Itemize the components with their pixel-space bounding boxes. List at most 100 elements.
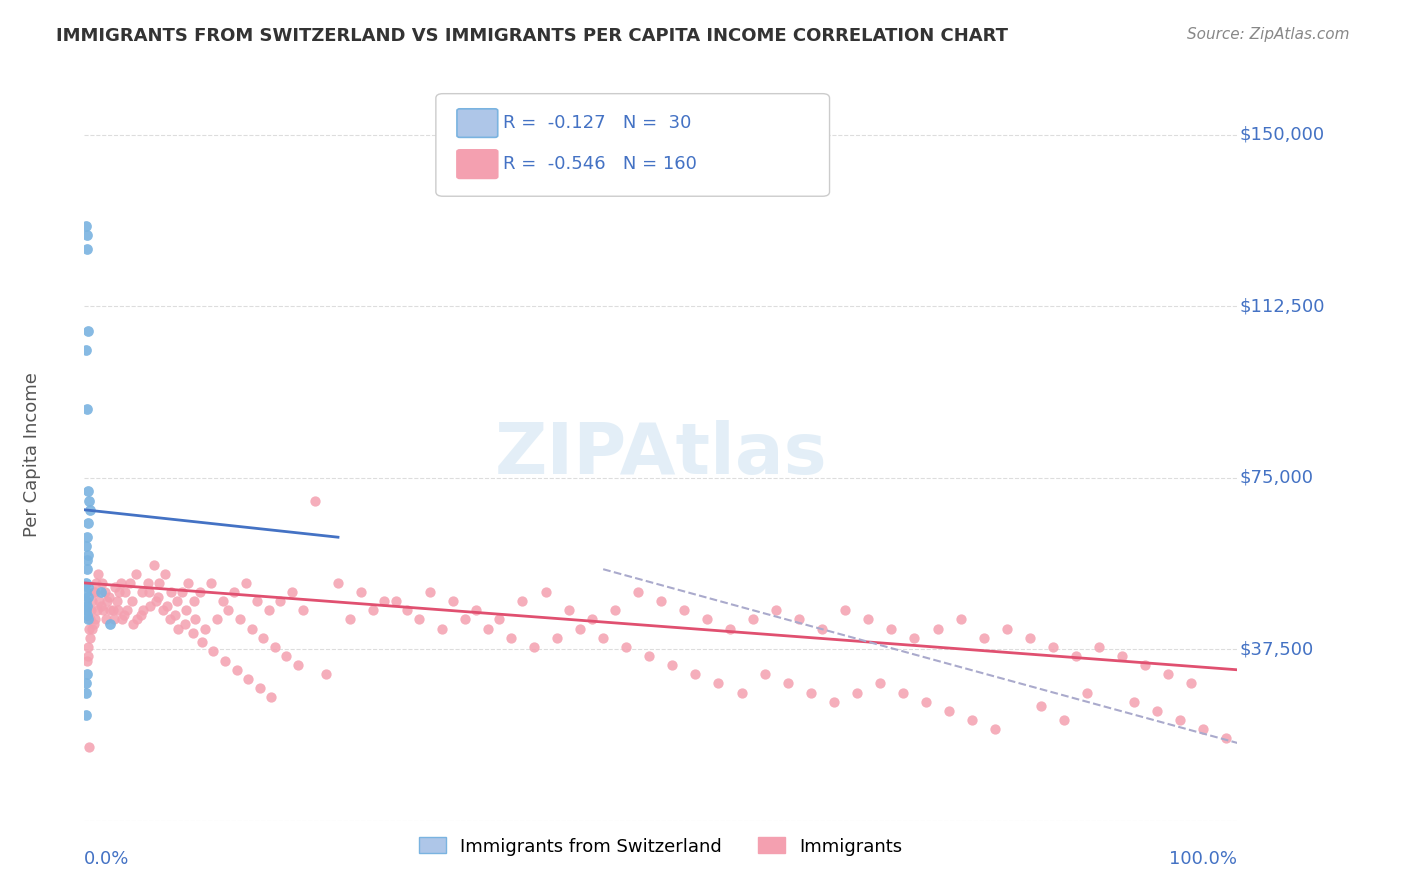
Point (142, 558, 165, 572)
Point (235, 576, 257, 591)
Point (76, 612, 98, 626)
Point (174, 603, 197, 617)
Point (557, 603, 579, 617)
Point (252, 631, 274, 645)
Point (75, 708, 97, 723)
Point (108, 585, 131, 599)
Point (1180, 676, 1202, 690)
Point (1122, 695, 1144, 709)
Point (205, 612, 228, 626)
Point (75, 603, 97, 617)
Point (441, 594, 464, 608)
Point (229, 612, 252, 626)
Point (949, 612, 972, 626)
Point (76, 484, 98, 499)
Point (696, 612, 718, 626)
Point (160, 585, 183, 599)
Point (581, 612, 603, 626)
Point (77, 740, 100, 755)
Point (995, 622, 1018, 636)
Point (177, 576, 200, 591)
Point (79, 631, 101, 645)
Point (263, 640, 285, 654)
Point (1133, 658, 1156, 673)
Point (98, 603, 121, 617)
Point (903, 631, 925, 645)
Point (384, 594, 406, 608)
Point (75, 539, 97, 553)
Point (800, 685, 823, 699)
Point (191, 635, 214, 649)
Point (75, 676, 97, 690)
Point (214, 654, 236, 668)
Point (811, 622, 834, 636)
Point (183, 594, 205, 608)
Point (627, 585, 650, 599)
Point (105, 594, 128, 608)
Point (546, 631, 568, 645)
Point (869, 676, 891, 690)
Point (202, 644, 225, 658)
Point (512, 594, 534, 608)
Point (1053, 713, 1076, 727)
Point (75, 594, 97, 608)
Point (83, 612, 105, 626)
Point (97, 590, 120, 604)
Point (880, 622, 903, 636)
Point (765, 603, 787, 617)
Point (1146, 704, 1168, 718)
Point (454, 612, 477, 626)
Point (373, 594, 395, 608)
Point (973, 631, 995, 645)
Text: ZIPAtlas: ZIPAtlas (495, 420, 827, 490)
Point (83, 585, 105, 599)
Point (82, 594, 104, 608)
Point (76, 654, 98, 668)
Point (156, 599, 179, 613)
Point (236, 672, 259, 686)
Point (858, 612, 880, 626)
Point (1064, 649, 1087, 664)
Point (246, 594, 269, 608)
Point (110, 576, 132, 591)
Point (148, 576, 170, 591)
Text: 100.0%: 100.0% (1170, 850, 1237, 868)
Point (89, 594, 111, 608)
Point (86, 603, 108, 617)
Point (891, 685, 914, 699)
Point (107, 603, 129, 617)
Point (499, 631, 522, 645)
Point (159, 612, 181, 626)
Point (76, 228, 98, 243)
Point (121, 617, 143, 632)
Point (408, 612, 430, 626)
Point (350, 585, 373, 599)
Point (218, 603, 240, 617)
Point (181, 626, 204, 640)
Point (304, 493, 326, 508)
Point (249, 681, 271, 695)
Point (915, 695, 938, 709)
Point (76, 325, 98, 339)
Point (960, 713, 983, 727)
Point (718, 622, 741, 636)
Point (1111, 649, 1133, 664)
Text: $37,500: $37,500 (1240, 640, 1313, 658)
Point (76, 607, 98, 622)
Point (166, 622, 188, 636)
Point (823, 695, 845, 709)
Point (166, 594, 188, 608)
Text: Per Capita Income: Per Capita Income (24, 373, 42, 537)
Point (184, 612, 207, 626)
Point (127, 612, 149, 626)
Point (76, 242, 98, 256)
Point (114, 585, 136, 599)
Point (419, 585, 441, 599)
Point (1157, 667, 1180, 681)
Point (569, 622, 592, 636)
Point (276, 649, 298, 664)
Point (136, 576, 159, 591)
Point (103, 603, 124, 617)
Point (83, 617, 105, 632)
Point (672, 603, 695, 617)
